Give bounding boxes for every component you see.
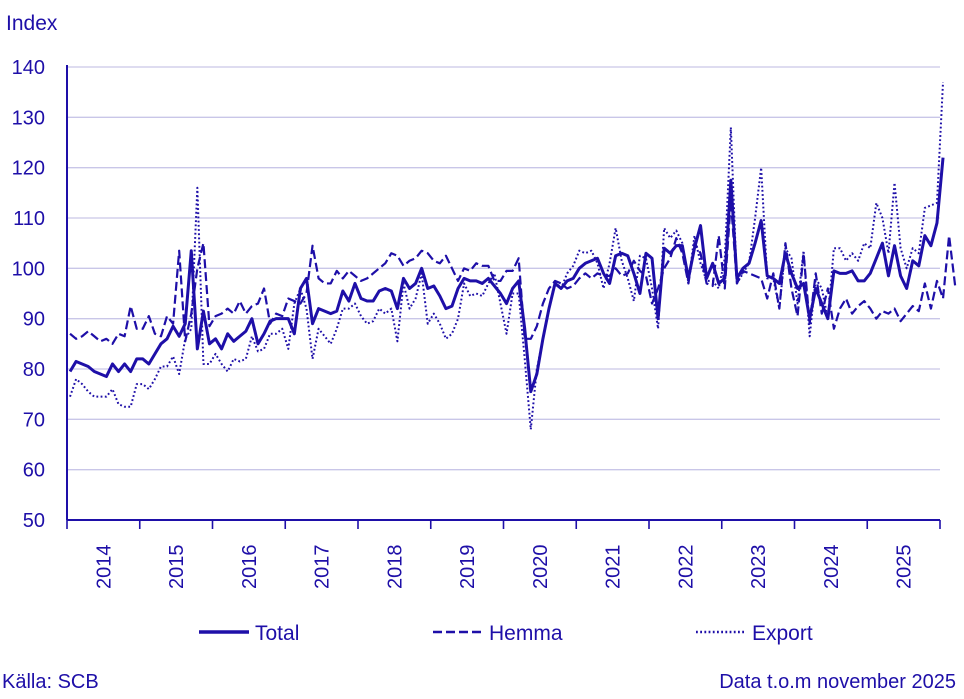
y-tick-labels: 50 60 70 80 90 100 110 120 130 140 <box>12 57 45 532</box>
y-axis-label: Index <box>6 12 58 35</box>
x-tick-label: 2021 <box>603 545 625 590</box>
y-tick-label: 50 <box>23 510 45 532</box>
x-tick-label: 2022 <box>675 545 697 590</box>
y-tick-label: 110 <box>13 208 45 230</box>
y-tick-label: 130 <box>12 107 45 129</box>
series-line-export <box>69 82 945 431</box>
x-tick-label: 2020 <box>530 545 552 590</box>
x-tick-label: 2016 <box>239 545 261 590</box>
data-coverage-note: Data t.o.m november 2025 <box>719 671 956 693</box>
x-tick-label: 2023 <box>748 545 770 590</box>
y-tick-label: 70 <box>23 409 45 431</box>
series-lines <box>68 82 957 431</box>
legend-label-export: Export <box>752 622 813 645</box>
legend-label-total: Total <box>255 622 299 645</box>
series-line-total <box>68 157 945 394</box>
x-tick-label: 2024 <box>821 545 843 590</box>
y-tick-label: 90 <box>23 309 45 331</box>
legend: Total Hemma Export <box>199 622 813 645</box>
y-tick-label: 60 <box>23 460 45 482</box>
legend-label-hemma: Hemma <box>489 622 563 645</box>
y-tick-label: 100 <box>12 258 45 280</box>
x-axis: 2014 2015 2016 2017 2018 2019 2020 2021 2022 2023… <box>66 65 941 590</box>
gridlines <box>67 66 940 471</box>
x-tick-label: 2015 <box>166 545 188 590</box>
y-tick-label: 120 <box>12 158 45 180</box>
x-tick-label: 2025 <box>894 545 916 590</box>
x-tick-label: 2017 <box>312 545 334 590</box>
x-tick-label: 2014 <box>93 545 115 590</box>
x-tick-label: 2018 <box>384 545 406 590</box>
y-tick-label: 80 <box>23 359 45 381</box>
y-tick-label: 140 <box>12 57 45 79</box>
x-tick-label: 2019 <box>457 545 479 590</box>
source-note: Källa: SCB <box>2 671 99 693</box>
series-line-hemma <box>69 199 957 345</box>
